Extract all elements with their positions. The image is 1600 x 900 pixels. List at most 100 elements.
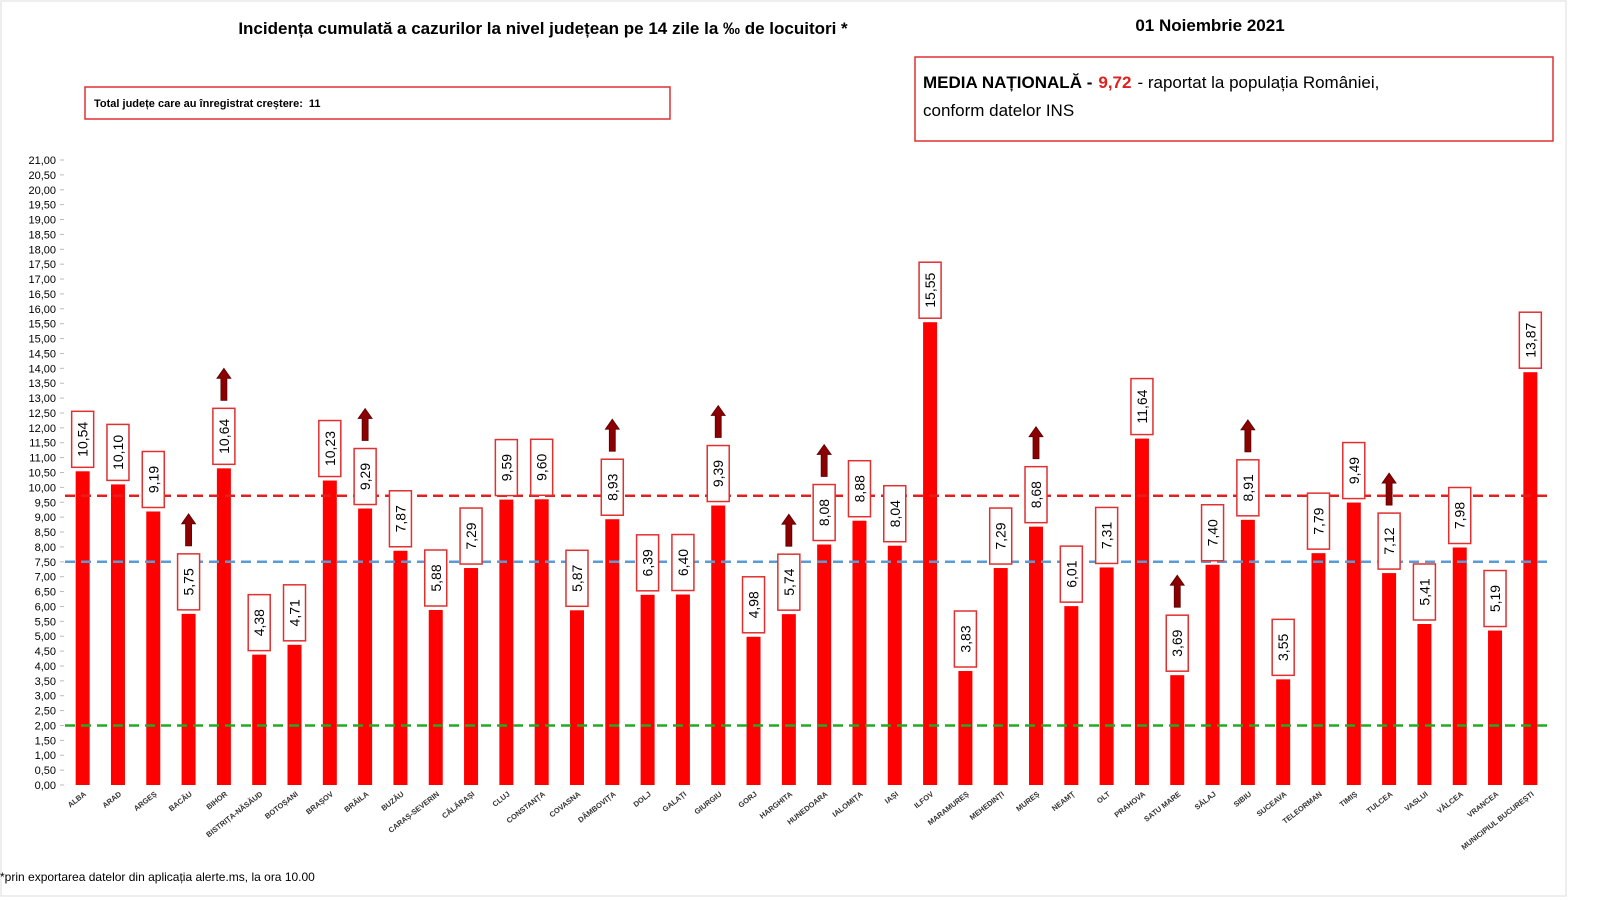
y-tick-label: 7,00 <box>35 572 56 584</box>
bar <box>640 594 655 785</box>
y-tick-label: 2,00 <box>35 720 56 732</box>
value-label-text: 5,87 <box>569 564 585 591</box>
y-tick-label: 2,50 <box>35 706 56 718</box>
bar <box>322 480 337 785</box>
value-label-text: 10,64 <box>216 419 232 454</box>
y-tick-label: 19,50 <box>28 200 56 212</box>
value-label-box <box>282 584 307 642</box>
value-label: 3,55 <box>1271 618 1295 677</box>
value-label-box <box>141 450 166 509</box>
value-label-box <box>388 490 413 548</box>
y-tick-label: 20,50 <box>28 170 56 182</box>
bar <box>464 568 479 785</box>
value-label-text: 3,83 <box>957 625 973 652</box>
y-tick-label: 16,50 <box>28 289 56 301</box>
value-label-text: 7,98 <box>1452 502 1468 529</box>
value-label-text: 11,64 <box>1134 389 1150 423</box>
value-label-box <box>883 484 907 543</box>
value-label-box <box>1412 563 1437 621</box>
value-label: 5,88 <box>424 549 448 607</box>
value-label-text: 4,71 <box>287 599 303 626</box>
value-label-box <box>1130 377 1154 436</box>
bar <box>1064 606 1079 785</box>
increase-arrow <box>816 443 832 477</box>
value-label-text: 10,23 <box>322 431 338 466</box>
value-label: 5,87 <box>565 549 589 608</box>
value-label: 9,59 <box>494 438 519 497</box>
value-label: 7,79 <box>1306 492 1331 550</box>
value-label-box <box>176 553 201 611</box>
value-label: 7,87 <box>388 490 413 548</box>
bar <box>534 499 549 785</box>
value-label-text: 15,55 <box>922 272 938 307</box>
value-label-box <box>212 407 236 466</box>
value-label-box <box>847 459 872 518</box>
value-label: 8,88 <box>847 459 872 518</box>
bar <box>287 644 302 785</box>
y-tick-label: 15,00 <box>28 334 56 346</box>
value-label-box <box>741 576 766 634</box>
value-label-box <box>777 553 801 611</box>
value-label: 3,69 <box>1165 614 1189 672</box>
bar <box>252 654 267 785</box>
value-label-box <box>353 447 377 506</box>
value-label-text: 7,31 <box>1099 522 1115 549</box>
y-tick-label: 4,50 <box>35 646 56 658</box>
y-tick-label: 8,00 <box>35 542 56 554</box>
bar <box>75 471 90 785</box>
value-label-box <box>988 507 1013 565</box>
value-label-box <box>1483 569 1507 628</box>
value-label-text: 4,38 <box>251 609 267 636</box>
value-label: 7,31 <box>1094 506 1119 565</box>
y-tick-label: 18,50 <box>28 229 56 241</box>
y-tick-label: 20,00 <box>28 185 56 197</box>
value-label: 8,93 <box>600 458 625 516</box>
bar <box>1346 502 1361 785</box>
value-label: 4,71 <box>282 584 307 642</box>
value-label-text: 9,19 <box>145 466 161 493</box>
value-label-text: 5,41 <box>1416 578 1432 605</box>
bar <box>110 484 125 785</box>
bar <box>1276 679 1291 785</box>
bar <box>146 511 161 785</box>
value-label: 15,55 <box>918 261 942 319</box>
value-label: 9,19 <box>141 450 166 509</box>
value-label-text: 7,87 <box>392 505 408 532</box>
value-label-text: 8,04 <box>887 500 903 527</box>
value-label: 7,40 <box>1200 504 1225 562</box>
value-label-text: 9,29 <box>357 463 373 490</box>
y-tick-label: 17,00 <box>28 274 56 286</box>
bar <box>675 594 690 785</box>
value-label: 4,38 <box>247 593 271 652</box>
bar <box>1205 564 1220 785</box>
footnote: *prin exportarea datelor din aplicația a… <box>0 870 315 884</box>
value-label-text: 10,54 <box>75 422 91 457</box>
y-tick-label: 12,50 <box>28 408 56 420</box>
increase-arrow <box>1169 574 1186 608</box>
y-tick-label: 7,50 <box>35 557 56 569</box>
value-label-text: 8,91 <box>1240 474 1256 501</box>
value-label-text: 9,39 <box>710 460 726 487</box>
y-tick-label: 17,50 <box>28 259 56 271</box>
bar <box>993 568 1008 785</box>
increase-text: Total județe care au înregistrat creșter… <box>94 98 321 110</box>
value-label: 9,29 <box>353 447 377 506</box>
value-label-box <box>1094 506 1119 565</box>
value-label-text: 4,98 <box>746 591 762 618</box>
value-label: 9,49 <box>1342 441 1366 500</box>
value-label-text: 5,74 <box>781 568 797 595</box>
value-label: 6,40 <box>671 533 695 592</box>
bar <box>852 520 867 785</box>
y-tick-label: 10,50 <box>28 468 56 480</box>
national-mean-line2: conform datelor INS <box>923 101 1074 120</box>
value-label-box <box>1200 504 1225 562</box>
y-tick-label: 1,50 <box>35 735 56 747</box>
value-label-text: 9,59 <box>498 454 514 481</box>
national-mean-text: MEDIA NAȚIONALĂ - 9,72 - raportat la popul… <box>923 73 1379 92</box>
bar <box>605 519 620 785</box>
bar <box>781 614 796 785</box>
chart-date: 01 Noiembrie 2021 <box>1135 16 1284 35</box>
value-label: 9,60 <box>529 438 554 497</box>
value-label-text: 9,49 <box>1346 457 1362 484</box>
